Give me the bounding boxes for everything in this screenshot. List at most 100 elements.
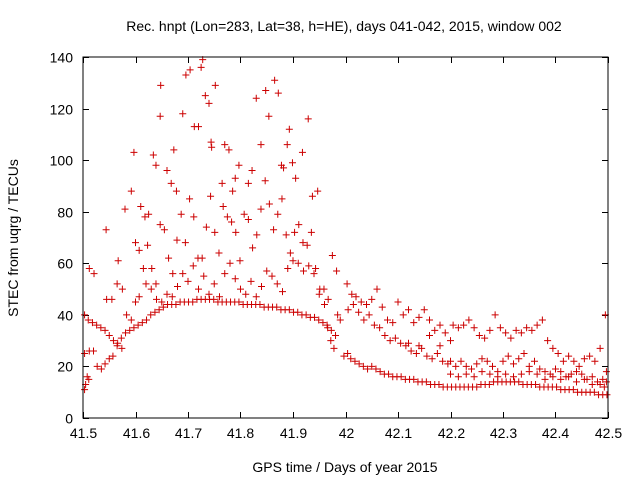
data-point [114,257,122,265]
data-point [553,383,561,391]
data-point [565,373,573,381]
data-point [261,177,269,185]
data-point [149,151,157,159]
data-point [557,368,565,376]
data-point [186,66,194,74]
data-point [436,321,444,329]
x-tick-label: 41.5 [70,425,97,441]
data-point [285,125,293,133]
data-point [308,192,316,200]
data-point [215,249,223,257]
data-point [554,350,562,358]
data-point [105,331,113,339]
data-point [101,326,109,334]
data-point [253,231,261,239]
data-point [340,352,348,360]
data-point [218,179,226,187]
data-point [147,311,155,319]
data-point [235,161,243,169]
data-point [602,378,610,386]
data-point [81,350,89,358]
data-point [588,380,596,388]
data-point [580,375,588,383]
data-point [515,378,523,386]
data-point [207,192,215,200]
data-point [248,166,256,174]
data-point [105,355,113,363]
data-point [282,231,290,239]
data-point [307,228,315,236]
data-point [376,324,384,332]
data-point [485,380,493,388]
data-point [219,203,227,211]
y-tick-label: 0 [65,411,73,427]
data-point [101,360,109,368]
data-point [531,357,538,365]
data-point [523,324,531,332]
data-point [357,298,365,306]
data-point [435,380,443,388]
y-tick-label: 40 [57,308,73,324]
data-point [470,373,478,381]
data-point [231,275,239,283]
data-point [184,277,192,285]
data-point [256,301,264,309]
data-point [167,179,175,187]
data-point [189,262,197,270]
data-point [541,368,549,376]
data-point [389,319,397,327]
data-point [588,373,596,381]
data-point [221,141,229,149]
data-point [145,210,153,218]
data-point [127,316,135,324]
data-point [457,357,465,365]
data-point [247,277,255,285]
data-point [126,326,134,334]
data-point [221,270,229,278]
data-point [182,71,190,79]
data-point [499,357,507,365]
x-tick-label: 41.7 [175,425,202,441]
data-point [90,270,98,278]
data-point [496,324,504,332]
data-point [197,63,205,71]
data-point [288,159,296,167]
data-point [142,280,150,288]
data-point [156,112,164,120]
data-point [410,319,418,327]
data-point [310,270,318,278]
data-point [600,383,608,391]
data-point [210,295,218,303]
data-point [578,370,586,378]
data-point [93,362,101,370]
data-point [573,368,580,376]
data-point [557,375,565,383]
data-point [295,221,303,229]
data-point [144,241,152,249]
data-point [90,347,97,355]
data-point [285,306,293,314]
data-point [420,306,428,314]
data-point [349,301,357,309]
data-point [172,187,180,195]
data-point [336,316,344,324]
data-point [559,357,567,365]
data-point [190,213,198,221]
data-point [252,293,260,301]
data-point [257,205,265,213]
data-point [360,316,368,324]
axis-ticks: 41.5 41.6 41.7 41.8 41.9 42 42.1 42.2 42.3 42.4 42… [50,50,623,442]
data-point [410,375,418,383]
data-point [195,285,202,293]
data-point [130,148,138,156]
data-point [538,316,546,324]
data-point [223,213,231,221]
data-point [363,301,370,309]
data-point [85,375,93,383]
data-point [81,311,89,319]
y-axis-label: STEC from uqrg / TECUs [5,159,21,317]
data-point [262,87,270,95]
y-tick-label: 140 [50,50,74,66]
data-point [207,138,215,146]
